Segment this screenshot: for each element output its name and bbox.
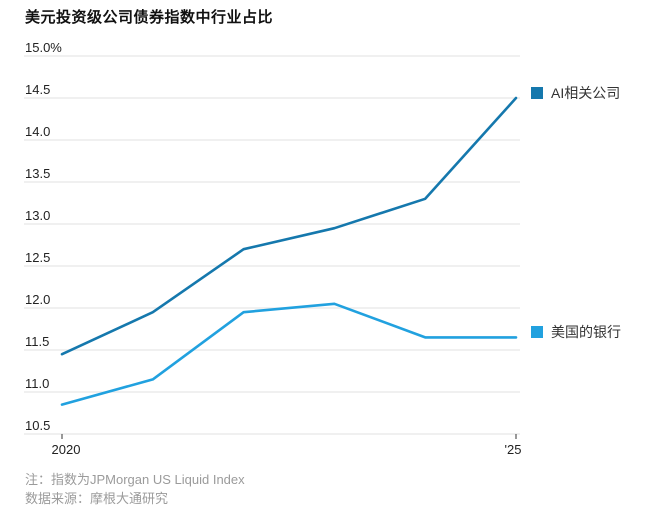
series-line-1: [60, 302, 518, 406]
y-axis-label: 15.0%: [25, 40, 62, 55]
source-line: 数据来源：摩根大通研究: [25, 491, 169, 506]
legend-label-ai-companies: AI相关公司: [551, 85, 621, 101]
legend-item-ai-companies: AI相关公司: [531, 85, 620, 101]
x-axis-label: '25: [505, 442, 522, 457]
series-line-0: [60, 96, 518, 356]
y-axis-label: 13.5: [25, 166, 50, 181]
y-axis-label: 11.5: [25, 334, 49, 349]
y-axis-label: 12.5: [25, 250, 50, 265]
y-axis-label: 11.0: [25, 376, 49, 391]
y-axis-label: 14.0: [25, 124, 50, 139]
x-axis-label: 2020: [52, 442, 81, 457]
chart-notes: 注：指数为JPMorgan US Liquid Index 数据来源：摩根大通研…: [25, 470, 245, 508]
legend-label-us-banks: 美国的银行: [551, 324, 621, 341]
y-axis-label: 10.5: [25, 418, 50, 433]
y-axis-label: 14.5: [25, 82, 50, 97]
legend-item-us-banks: 美国的银行: [531, 324, 621, 340]
y-axis-label: 13.0: [25, 208, 50, 223]
y-axis-label: 12.0: [25, 292, 50, 307]
legend-swatch-us-banks: [531, 326, 543, 339]
chart-title: 美元投资级公司债券指数中行业占比: [25, 9, 274, 26]
legend-swatch-ai-companies: [531, 87, 543, 99]
note-line: 注：指数为JPMorgan US Liquid Index: [25, 472, 245, 487]
